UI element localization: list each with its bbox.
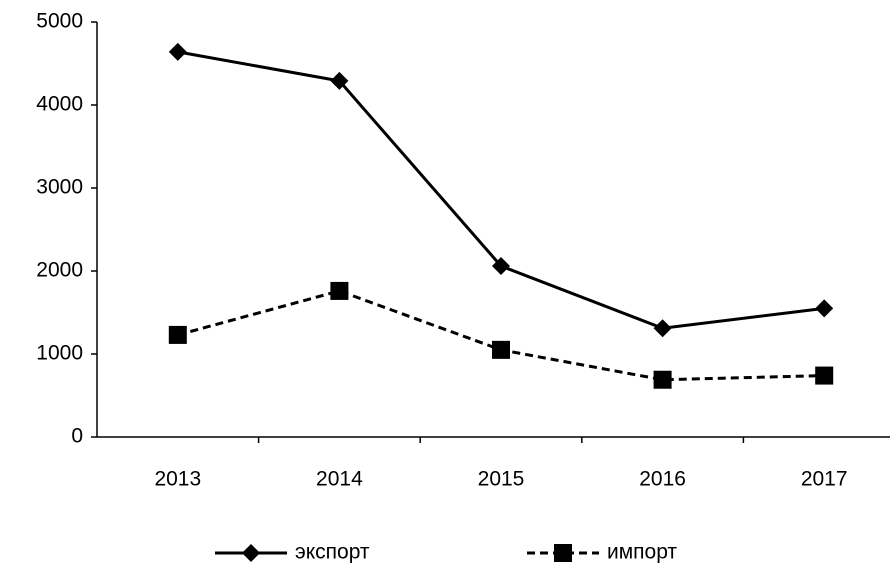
legend-label: экспорт xyxy=(295,541,370,564)
x-tick-label: 2015 xyxy=(478,468,525,491)
y-tick-label: 5000 xyxy=(36,10,83,33)
data-point xyxy=(492,257,510,276)
legend-marker xyxy=(242,544,260,562)
x-tick-label: 2014 xyxy=(316,468,363,491)
data-point xyxy=(815,366,834,385)
data-point xyxy=(653,319,672,338)
y-tick-label: 2000 xyxy=(36,259,83,282)
data-point xyxy=(492,340,510,359)
y-tick-label: 4000 xyxy=(36,93,83,116)
data-point xyxy=(653,370,672,389)
data-point xyxy=(330,281,349,300)
legend-label: импорт xyxy=(607,541,677,564)
x-tick-label: 2017 xyxy=(801,468,848,491)
data-point xyxy=(330,71,349,90)
series-line xyxy=(177,50,825,330)
series-line xyxy=(177,289,825,382)
legend-marker xyxy=(554,544,572,562)
x-tick-label: 2016 xyxy=(639,468,686,491)
x-tick-label: 2013 xyxy=(154,468,201,491)
data-point xyxy=(815,299,834,318)
y-tick-label: 3000 xyxy=(36,176,83,199)
data-point xyxy=(168,325,187,344)
y-tick-label: 0 xyxy=(71,425,83,448)
y-tick-label: 1000 xyxy=(36,342,83,365)
data-point xyxy=(168,42,187,61)
